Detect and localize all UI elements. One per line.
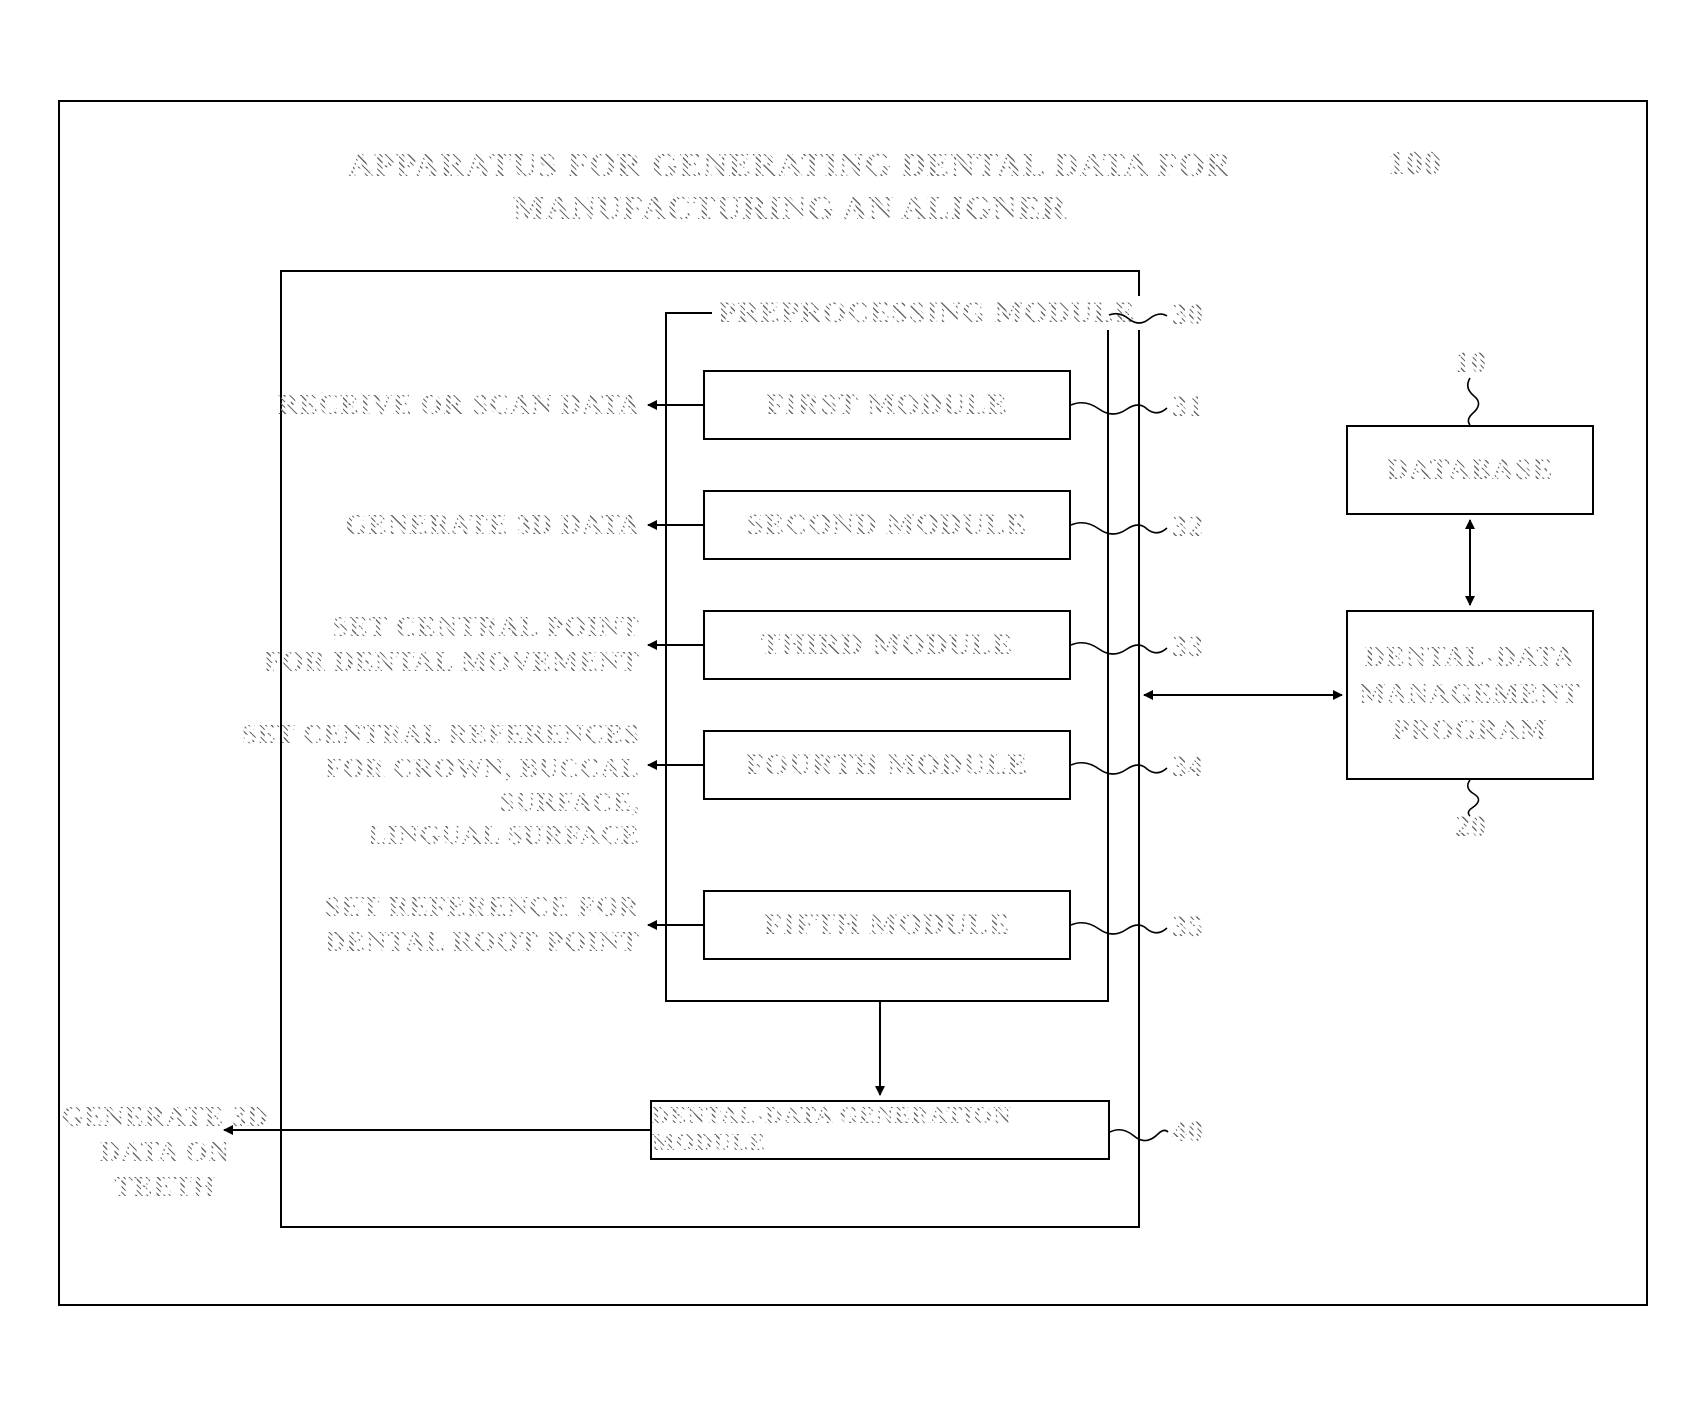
third-module-box: THIRD MODULE <box>703 610 1071 680</box>
second-module-box: SECOND MODULE <box>703 490 1071 560</box>
third-module-label: THIRD MODULE <box>761 628 1014 662</box>
bottom-left-desc: GENERATE 3D DATA ON TEETH <box>60 1100 270 1205</box>
desc-4: SET CENTRAL REFERENCES FOR CROWN, BUCCAL… <box>240 718 640 853</box>
title-ref: 100 <box>1388 145 1442 183</box>
gen-module-label: DENTAL-DATA GENERATION MODULE <box>652 1103 1108 1157</box>
program-label: DENTAL-DATA MANAGEMENT PROGRAM <box>1359 640 1581 749</box>
fifth-module-label: FIFTH MODULE <box>764 908 1010 942</box>
database-label: DATABASE <box>1387 453 1554 487</box>
first-module-label: FIRST MODULE <box>766 388 1008 422</box>
ref-31: 31 <box>1172 390 1204 424</box>
fourth-module-box: FOURTH MODULE <box>703 730 1071 800</box>
fourth-module-label: FOURTH MODULE <box>746 748 1029 782</box>
ref-32: 32 <box>1172 510 1204 544</box>
desc-1: RECEIVE OR SCAN DATA <box>260 388 640 423</box>
ref-30: 30 <box>1172 298 1204 332</box>
desc-5: SET REFERENCE FOR DENTAL ROOT POINT <box>260 890 640 960</box>
first-module-box: FIRST MODULE <box>703 370 1071 440</box>
fifth-module-box: FIFTH MODULE <box>703 890 1071 960</box>
ref-33: 33 <box>1172 630 1204 664</box>
ref-20: 20 <box>1455 810 1487 844</box>
program-box: DENTAL-DATA MANAGEMENT PROGRAM <box>1346 610 1594 780</box>
title-text: APPARATUS FOR GENERATING DENTAL DATA FOR… <box>200 145 1380 230</box>
preproc-frame-label: PREPROCESSING MODULE <box>718 296 1136 329</box>
ref-34: 34 <box>1172 750 1204 784</box>
desc-2: GENERATE 3D DATA <box>260 508 640 543</box>
ref-40: 40 <box>1172 1115 1204 1149</box>
ref-35: 35 <box>1172 910 1204 944</box>
database-box: DATABASE <box>1346 425 1594 515</box>
desc-3: SET CENTRAL POINT FOR DENTAL MOVEMENT <box>260 610 640 680</box>
gen-module-box: DENTAL-DATA GENERATION MODULE <box>650 1100 1110 1160</box>
second-module-label: SECOND MODULE <box>747 508 1028 542</box>
ref-10: 10 <box>1455 346 1487 380</box>
